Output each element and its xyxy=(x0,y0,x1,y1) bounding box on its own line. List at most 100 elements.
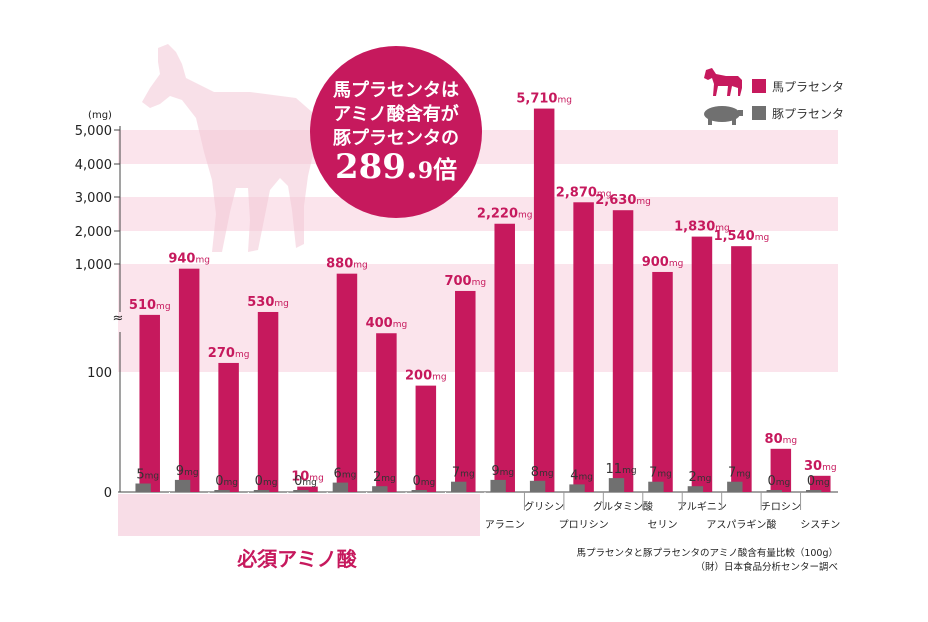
y-tick-label: 0 xyxy=(104,486,112,501)
bar-pig xyxy=(174,479,191,492)
value-label-pig: 8mg xyxy=(531,465,554,480)
value-label-pig: 9mg xyxy=(491,464,514,479)
category-label: セリン xyxy=(648,519,678,531)
bar-pig xyxy=(806,490,822,492)
value-label-horse: 1,540mg xyxy=(714,229,770,244)
badge-ratio: 289.9倍 xyxy=(335,147,457,187)
bar-pig xyxy=(451,481,467,492)
badge-ratio-number: 289. xyxy=(335,147,418,187)
value-label-pig: 7mg xyxy=(452,466,475,481)
badge-line-1: 馬プラセンタは xyxy=(333,79,459,101)
bar-horse xyxy=(376,333,397,492)
category-label: アルギニン xyxy=(677,501,727,513)
legend-label-pig: 豚プラセンタ xyxy=(772,107,844,121)
source-line-1: 馬プラセンタと豚プラセンタのアミノ酸含有量比較（100g） xyxy=(577,547,838,559)
y-tick-label: 100 xyxy=(87,366,112,381)
bar-pig xyxy=(253,490,270,492)
essential-title: 必須アミノ酸 xyxy=(236,547,358,571)
value-label-horse: 880mg xyxy=(326,257,368,272)
bar-horse xyxy=(297,486,318,492)
category-label: プロリシン xyxy=(559,519,609,531)
bar-pig xyxy=(135,483,151,492)
bar-horse xyxy=(691,236,713,492)
horse-icon xyxy=(704,68,742,96)
value-label-pig: 7mg xyxy=(649,466,672,481)
legend-label-horse: 馬プラセンタ xyxy=(772,80,844,94)
value-label-pig: 11mg xyxy=(606,462,637,477)
value-label-pig: 0mg xyxy=(807,474,830,489)
category-label: グリシン xyxy=(524,500,564,513)
ratio-badge: 馬プラセンタは アミノ酸含有が 豚プラセンタの 289.9倍 xyxy=(310,46,482,218)
category-label: グルタミン酸 xyxy=(593,500,653,513)
horse-silhouette-icon xyxy=(142,44,318,252)
bar-pig xyxy=(372,486,388,492)
bar-horse xyxy=(494,223,515,493)
bar-pig xyxy=(293,490,309,492)
legend-swatch-horse xyxy=(752,79,766,93)
value-label-pig: 6mg xyxy=(334,467,357,482)
y-tick-label: 5,000 xyxy=(75,124,112,139)
bar-pig xyxy=(490,479,506,492)
bar-pig xyxy=(608,478,625,492)
value-label-pig: 4mg xyxy=(570,468,593,483)
bar-horse xyxy=(218,362,239,492)
bar-pig xyxy=(687,486,704,492)
bar-horse xyxy=(731,246,752,492)
bar-pig xyxy=(411,490,427,492)
bar-horse xyxy=(612,210,634,492)
value-label-horse: 1,830mg xyxy=(674,220,730,235)
bar-horse xyxy=(533,108,555,492)
value-label-pig: 0mg xyxy=(215,474,238,489)
bar-horse xyxy=(336,273,358,492)
bar-horse xyxy=(652,271,673,492)
value-label-pig: 9mg xyxy=(176,464,199,479)
value-label-pig: 2mg xyxy=(689,470,712,485)
bar-horse xyxy=(415,385,437,492)
bar-horse xyxy=(257,311,279,492)
bar-pig xyxy=(766,490,782,492)
bar-horse xyxy=(178,268,200,492)
value-label-horse: 530mg xyxy=(247,295,289,310)
value-label-horse: 400mg xyxy=(366,316,408,331)
grid-band xyxy=(118,264,838,372)
value-label-horse: 940mg xyxy=(168,252,210,267)
y-axis: (mg) 5,000 4,000 3,000 2,000 1,000 100 0 ≈ xyxy=(75,110,838,501)
bar-pig xyxy=(648,481,664,492)
value-label-horse: 200mg xyxy=(405,369,447,384)
bars xyxy=(135,108,831,493)
value-label-horse: 5,710mg xyxy=(516,92,572,107)
bar-pig xyxy=(727,481,743,492)
value-label-horse: 10mg xyxy=(291,470,324,485)
badge-ratio-suffix: 倍 xyxy=(433,156,457,184)
pig-icon xyxy=(704,106,743,125)
axis-break-mark: ≈ xyxy=(113,311,124,326)
bar-pig xyxy=(529,480,546,492)
value-label-horse: 80mg xyxy=(765,432,798,447)
badge-line-3: 豚プラセンタの xyxy=(333,127,459,149)
bar-pig xyxy=(214,490,230,492)
y-tick-label: 4,000 xyxy=(75,158,112,173)
grid-band xyxy=(118,197,838,231)
category-label: アラニン xyxy=(485,519,525,531)
value-label-pig: 2mg xyxy=(373,470,396,485)
value-label-horse: 2,630mg xyxy=(595,193,651,208)
value-label-pig: 0mg xyxy=(255,474,278,489)
legend-swatch-pig xyxy=(752,106,766,120)
value-label-horse: 900mg xyxy=(642,255,684,270)
legend: 馬プラセンタ 豚プラセンタ xyxy=(704,68,844,125)
value-label-horse: 700mg xyxy=(444,274,486,289)
value-label-pig: 0mg xyxy=(767,474,790,489)
value-label-pig: 5mg xyxy=(136,468,159,483)
badge-line-2: アミノ酸含有が xyxy=(333,103,459,125)
value-label-pig: 7mg xyxy=(728,466,751,481)
bar-pig xyxy=(569,484,585,492)
y-axis-unit: (mg) xyxy=(88,110,112,121)
value-label-horse: 510mg xyxy=(129,298,171,313)
value-label-horse: 270mg xyxy=(208,346,250,361)
category-label: シスチン xyxy=(800,519,840,531)
value-label-horse: 30mg xyxy=(804,459,837,474)
value-label-pig: 0mg xyxy=(294,474,317,489)
source-line-2: （財）日本食品分析センター調べ xyxy=(695,561,838,573)
